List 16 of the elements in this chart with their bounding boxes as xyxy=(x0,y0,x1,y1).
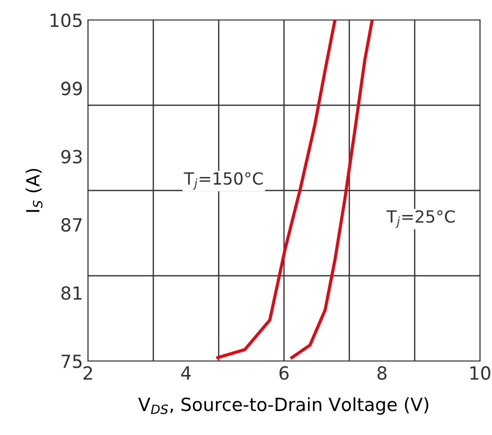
line-series xyxy=(290,20,374,360)
x-tick-label: 6 xyxy=(280,366,289,380)
text: T$_{j}$=25°C xyxy=(386,210,455,228)
y-tick-label: 99 xyxy=(61,82,82,96)
x-tick-label: 8 xyxy=(377,366,387,380)
y-tick-label: 87 xyxy=(61,218,82,232)
x-tick-label: 4 xyxy=(181,366,191,380)
x-tick-label: 10 xyxy=(470,366,490,380)
text: T$_{j}$=150°C xyxy=(184,172,263,190)
y-tick-label: 75 xyxy=(62,354,82,368)
x-tick-label: 2 xyxy=(84,366,92,380)
y-tick-label: 81 xyxy=(61,286,82,300)
y-axis-title: I$_{S}$ (A) xyxy=(26,168,42,212)
x-axis-title: V$_{DS}$, Source-to-Drain Voltage (V) xyxy=(138,397,428,415)
y-tick-label: 93 xyxy=(61,150,82,164)
y-tick-label: 105 xyxy=(50,13,82,28)
